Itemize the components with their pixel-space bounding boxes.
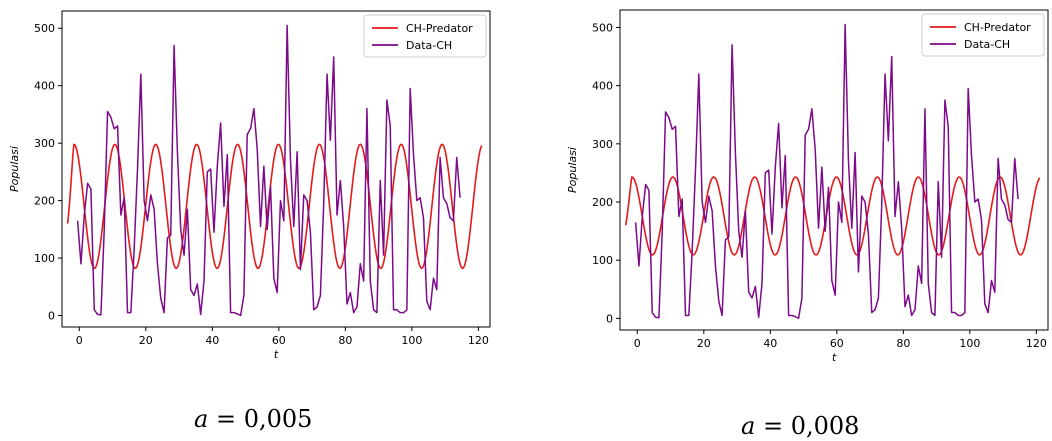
y-tick-label: 200 (592, 196, 613, 209)
caption-variable: a (741, 412, 756, 440)
series-line-data-ch (634, 23, 1019, 320)
x-tick-label: 80 (338, 334, 352, 347)
caption-equals: = (208, 405, 244, 433)
x-tick-label: 100 (401, 334, 422, 347)
y-axis-label: Populasi (566, 147, 579, 193)
legend-label: CH-Predator (964, 21, 1031, 34)
x-tick-label: 120 (468, 334, 489, 347)
plot-frame (619, 9, 1049, 331)
caption-value: 0,005 (243, 405, 313, 433)
y-tick-label: 0 (48, 310, 55, 323)
x-tick-label: 60 (830, 337, 844, 350)
x-tick-label: 20 (139, 334, 153, 347)
x-axis-label: t (274, 348, 279, 361)
plot-frame (61, 10, 491, 328)
series-line-ch-predator (624, 176, 1041, 256)
legend-label: Data-CH (964, 38, 1010, 51)
y-tick-label: 200 (34, 195, 55, 208)
y-tick-label: 300 (34, 137, 55, 150)
y-tick-label: 500 (34, 22, 55, 35)
x-tick-label: 100 (959, 337, 980, 350)
x-tick-label: 0 (634, 337, 641, 350)
y-tick-label: 400 (34, 80, 55, 93)
x-axis-label: t (832, 351, 837, 364)
legend-box (921, 13, 1045, 57)
y-tick-label: 300 (592, 138, 613, 151)
x-tick-label: 120 (1026, 337, 1047, 350)
legend-label: Data-CH (406, 39, 452, 52)
y-tick-label: 100 (592, 254, 613, 267)
y-tick-label: 100 (34, 252, 55, 265)
x-tick-label: 60 (272, 334, 286, 347)
x-tick-label: 0 (76, 334, 83, 347)
caption-equals: = (755, 412, 791, 440)
y-tick-label: 400 (592, 80, 613, 93)
series-line-data-ch (76, 24, 461, 317)
caption-variable: a (194, 405, 209, 433)
legend-box (363, 14, 487, 58)
x-tick-label: 80 (896, 337, 910, 350)
parameter-caption-2: a = 0,008 (741, 412, 859, 440)
y-tick-label: 0 (606, 312, 613, 325)
series-line-ch-predator (66, 143, 483, 270)
x-tick-label: 20 (697, 337, 711, 350)
y-axis-label: Populasi (8, 146, 21, 192)
x-tick-label: 40 (763, 337, 777, 350)
caption-value: 0,008 (790, 412, 860, 440)
parameter-caption-1: a = 0,005 (194, 405, 312, 433)
x-tick-label: 40 (205, 334, 219, 347)
y-tick-label: 500 (592, 21, 613, 34)
chart-panel-1: 0 20 40 60 80 100 120 0 100 200 300 400 500 t Populasi… (8, 10, 491, 361)
chart-panel-2: 0 20 40 60 80 100 120 0 100 200 300 400 500 t Populasi… (566, 9, 1049, 364)
legend-label: CH-Predator (406, 22, 473, 35)
